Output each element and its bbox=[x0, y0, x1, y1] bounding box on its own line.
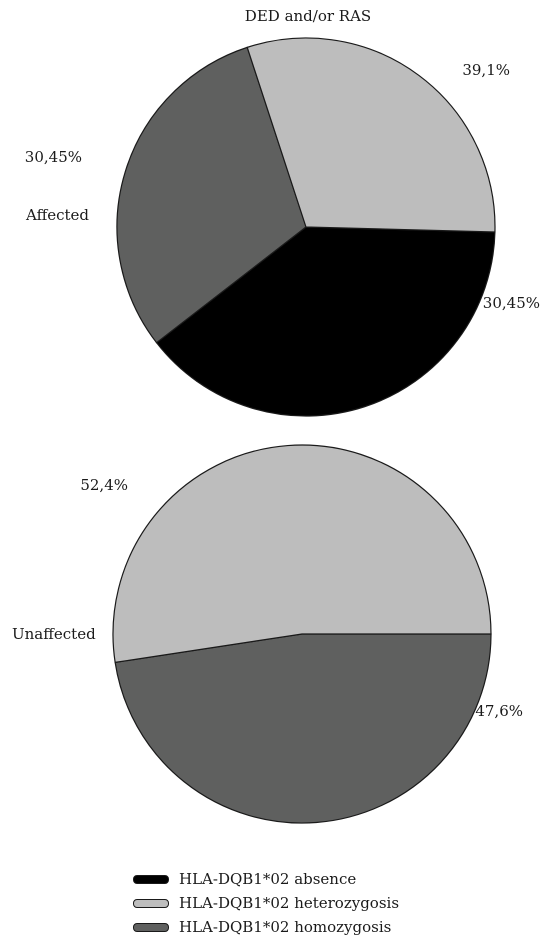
pie-1-title: DED and/or RAS bbox=[245, 7, 371, 25]
pie-1-group-label: Affected bbox=[25, 206, 89, 224]
pie-2-slice-2 bbox=[112, 444, 492, 664]
pie-charts-figure: DED and/or RAS Affected Unaffected 39,1%… bbox=[12, 7, 540, 824]
legend-item-homozygosis: HLA-DQB1*02 homozygosis bbox=[133, 915, 399, 939]
legend-swatch-absence bbox=[133, 874, 169, 884]
pie-1-slice-1 bbox=[155, 226, 496, 417]
pie-1-slice-3 bbox=[246, 37, 496, 233]
legend-swatch-heterozygosis bbox=[133, 898, 169, 908]
pie-2-slice-1-label: 47,6% bbox=[475, 702, 523, 720]
pie-1-slice-2 bbox=[116, 46, 307, 344]
pie-1-slice-2-label: 30,45% bbox=[483, 294, 540, 312]
pie-1-slice-1-label: 39,1% bbox=[462, 61, 510, 79]
pie-1-slice-3-label: 30,45% bbox=[25, 148, 82, 166]
pie-2-slice-2-label: 52,4% bbox=[80, 476, 128, 494]
legend-item-heterozygosis: HLA-DQB1*02 heterozygosis bbox=[133, 891, 399, 915]
legend: HLA-DQB1*02 absence HLA-DQB1*02 heterozy… bbox=[133, 867, 399, 939]
legend-label-heterozygosis: HLA-DQB1*02 heterozygosis bbox=[179, 894, 400, 912]
pie-2-slice-1 bbox=[114, 633, 492, 824]
legend-swatch-homozygosis bbox=[133, 922, 169, 932]
pie-2-group-label: Unaffected bbox=[12, 625, 96, 643]
legend-item-absence: HLA-DQB1*02 absence bbox=[133, 867, 399, 891]
legend-label-homozygosis: HLA-DQB1*02 homozygosis bbox=[179, 918, 392, 936]
legend-label-absence: HLA-DQB1*02 absence bbox=[179, 870, 357, 888]
